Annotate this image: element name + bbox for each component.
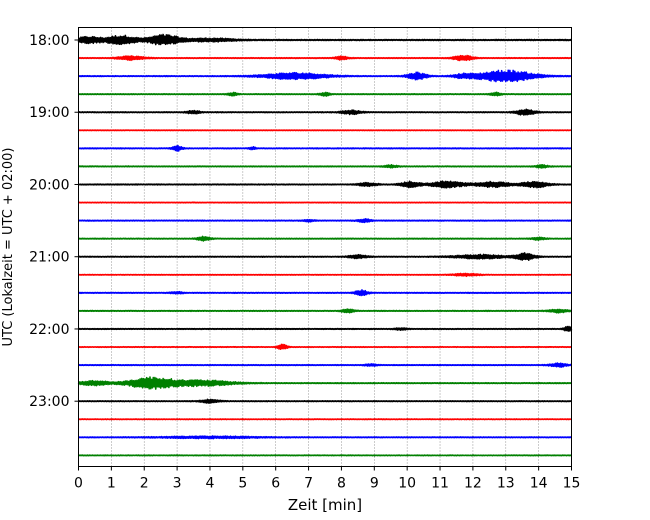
- x-tick-label-2: 2: [140, 476, 149, 492]
- x-tick-label-5: 5: [238, 476, 247, 492]
- trace-1845: [78, 91, 572, 97]
- seismic-traces: [77, 33, 573, 457]
- y-tick-label-4: 22:00: [29, 322, 69, 338]
- x-tick-label-10: 10: [398, 476, 416, 492]
- y-tick-label-3: 21:00: [29, 250, 69, 266]
- x-tick-label-12: 12: [464, 476, 482, 492]
- trace-1900: [77, 108, 573, 116]
- plot-frame: [78, 27, 572, 467]
- trace-1930: [78, 144, 572, 152]
- x-tick-label-9: 9: [370, 476, 379, 492]
- trace-2015: [78, 201, 572, 204]
- trace-2300: [77, 398, 572, 404]
- trace-2215: [78, 343, 572, 351]
- trace-2115: [78, 272, 572, 278]
- trace-2030: [78, 218, 572, 224]
- trace-2245: [77, 376, 572, 390]
- trace-2200: [77, 325, 573, 332]
- x-tick-label-4: 4: [206, 476, 215, 492]
- trace-2130: [77, 289, 572, 297]
- x-tick-label-15: 15: [563, 476, 581, 492]
- trace-2315: [78, 418, 572, 421]
- trace-2045: [78, 235, 573, 242]
- y-axis-label: UTC (Lokalzeit = UTC + 02:00): [1, 148, 16, 347]
- trace-2000: [78, 180, 572, 189]
- y-tick-label-1: 19:00: [29, 105, 69, 121]
- trace-1815: [78, 54, 572, 62]
- grid-lines: [111, 27, 539, 467]
- y-tick-label-0: 18:00: [29, 33, 69, 49]
- x-tick-label-13: 13: [497, 476, 515, 492]
- y-axis: 18:00 19:00 20:00 21:00 22:00 23:00: [29, 33, 79, 410]
- trace-2100: [77, 252, 573, 261]
- trace-1800: [77, 33, 573, 46]
- trace-2230: [77, 362, 573, 368]
- x-tick-label-3: 3: [173, 476, 182, 492]
- x-tick-label-14: 14: [530, 476, 548, 492]
- y-tick-label-5: 23:00: [29, 394, 69, 410]
- trace-2345: [78, 454, 572, 457]
- trace-1915: [78, 129, 572, 132]
- y-tick-label-2: 20:00: [29, 177, 69, 193]
- x-tick-label-8: 8: [337, 476, 346, 492]
- x-tick-label-1: 1: [107, 476, 116, 492]
- x-axis: 0 1 2 3 4 5 6 7 8 9 10 11 12 13 14 15: [74, 466, 581, 492]
- x-tick-label-0: 0: [74, 476, 83, 492]
- x-axis-label: Zeit [min]: [288, 496, 362, 514]
- trace-2330: [78, 435, 573, 440]
- trace-1830: [77, 69, 573, 83]
- trace-1945: [77, 163, 572, 169]
- x-tick-label-6: 6: [271, 476, 280, 492]
- x-tick-label-7: 7: [304, 476, 313, 492]
- trace-2145: [78, 308, 573, 314]
- x-tick-label-11: 11: [431, 476, 449, 492]
